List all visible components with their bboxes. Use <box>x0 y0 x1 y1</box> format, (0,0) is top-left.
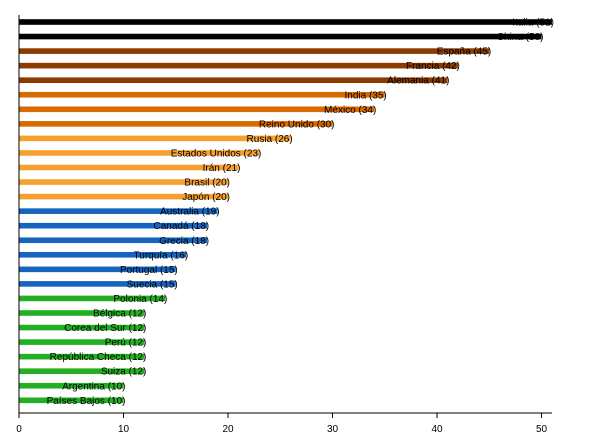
bar-label: Australia (19) <box>160 207 219 218</box>
x-tick-label: 10 <box>118 424 130 435</box>
bars-group <box>19 19 552 404</box>
bar <box>19 150 260 156</box>
bar <box>19 281 176 287</box>
bar-label: México (34) <box>324 105 376 116</box>
bar <box>19 164 239 171</box>
x-tick-label: 0 <box>16 424 22 435</box>
bar <box>19 252 187 258</box>
bar <box>19 353 145 360</box>
bar <box>19 135 291 142</box>
bar-label: Suiza (12) <box>101 367 147 378</box>
bar <box>19 19 552 25</box>
bar <box>19 368 145 374</box>
bar <box>19 324 145 331</box>
bar <box>19 310 145 316</box>
bar-label: Japón (20) <box>182 192 230 203</box>
bar <box>19 33 542 40</box>
bar-label: Argentina (10) <box>62 381 125 392</box>
bar <box>19 179 228 185</box>
bar <box>19 91 385 98</box>
bar-label: Italia (51) <box>512 18 554 29</box>
bar-label: China (50) <box>497 32 544 43</box>
bar-label: Grecia (18) <box>159 236 209 247</box>
bar <box>19 193 228 200</box>
bar-label: Brasil (20) <box>184 178 230 189</box>
bar-label: República Checa (12) <box>50 352 147 363</box>
x-axis <box>18 15 552 414</box>
bar-label: Turquía (16) <box>134 250 189 261</box>
bar <box>19 237 208 244</box>
bar-label: Reino Unido (30) <box>259 119 335 130</box>
bar-label: Perú (12) <box>105 338 147 349</box>
bar-label: Corea del Sur (12) <box>64 323 146 334</box>
x-tick-label: 20 <box>222 424 234 435</box>
bar-label: Alemania (41) <box>387 76 449 87</box>
bar <box>19 208 218 214</box>
bar-label: Canadá (18) <box>154 221 210 232</box>
x-tick-label: 40 <box>431 424 443 435</box>
bar-labels-group: Italia (51) China (50) España (45) Francia … <box>47 18 554 407</box>
bar <box>19 397 124 404</box>
bar <box>19 77 448 83</box>
bar <box>19 48 490 54</box>
bar <box>19 382 124 389</box>
bar-label: Irán (21) <box>203 163 241 174</box>
x-tick-label: 30 <box>327 424 339 435</box>
bar <box>19 266 176 273</box>
bar-label: Estados Unidos (23) <box>171 148 262 159</box>
bar <box>19 339 145 345</box>
bar <box>19 106 375 113</box>
bar-label: Francia (42) <box>406 61 460 72</box>
bar-label: India (35) <box>345 90 387 101</box>
bar-label: Bélgica (12) <box>93 309 146 320</box>
bar <box>19 222 208 229</box>
x-tick-label: 50 <box>536 424 548 435</box>
bar-label: Portugal (15) <box>120 265 178 276</box>
bar-label: Rusia (26) <box>247 134 293 145</box>
bar-label: España (45) <box>437 47 491 58</box>
bar-label: Polonia (14) <box>113 294 167 305</box>
bar-label: Suecia (15) <box>127 279 178 290</box>
bar <box>19 121 333 127</box>
bar <box>19 62 458 69</box>
bar <box>19 295 166 302</box>
x-ticks-group: 0 10 20 30 40 50 <box>16 413 547 435</box>
bar-label: Países Bajos (10) <box>47 396 126 407</box>
